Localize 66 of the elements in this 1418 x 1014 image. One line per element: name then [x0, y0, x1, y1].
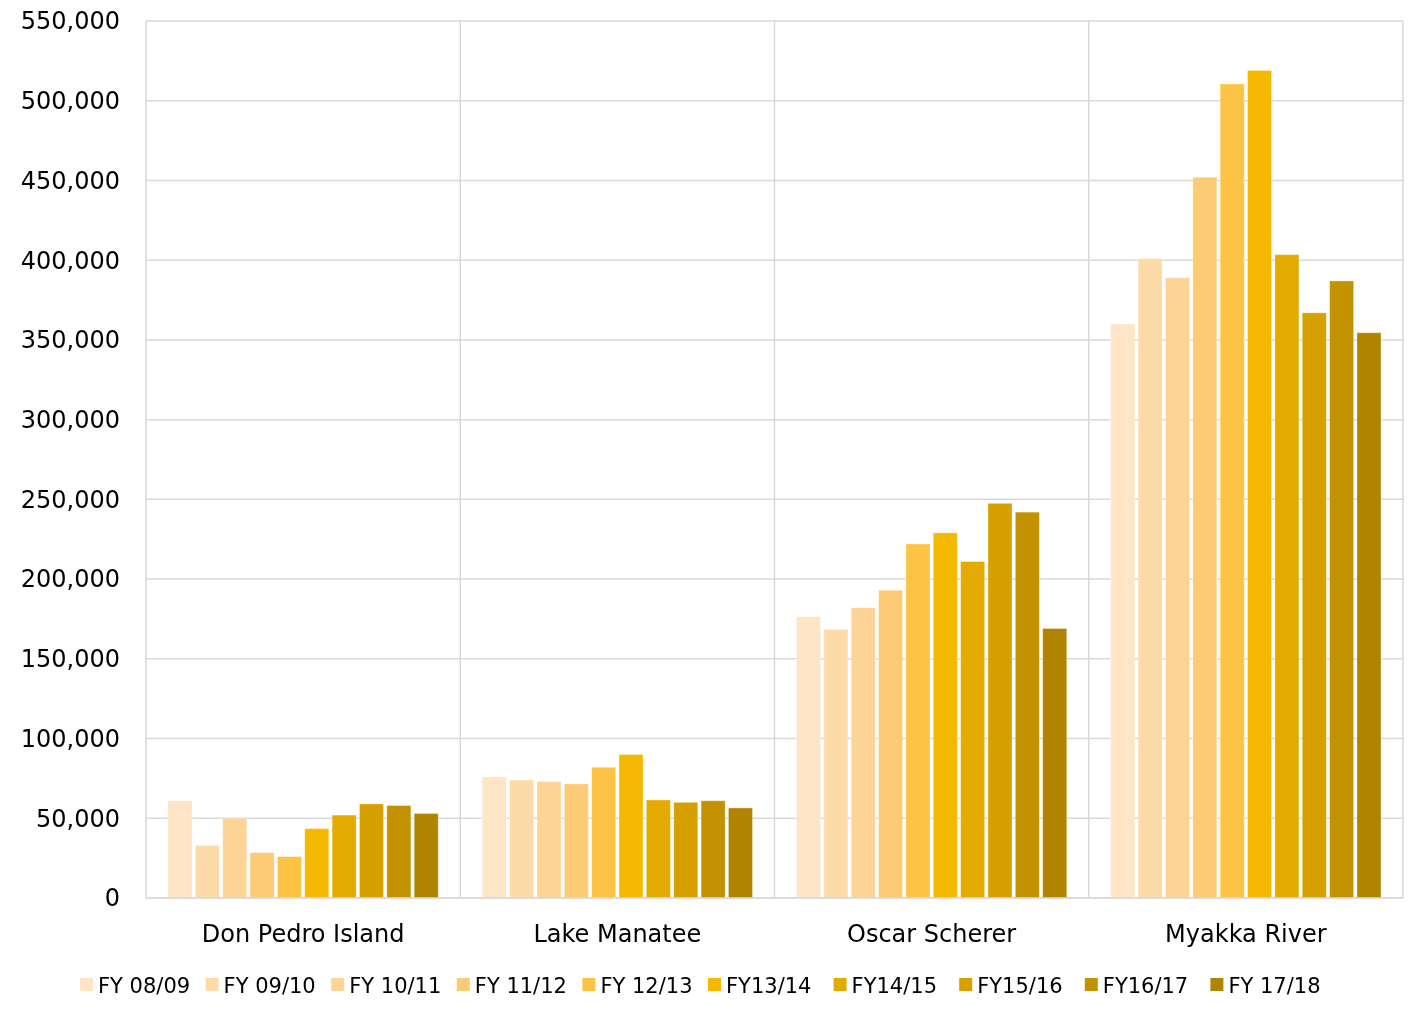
- legend-label: FY 12/13: [600, 974, 693, 999]
- bar: [673, 801, 699, 899]
- y-tick-label: 450,000: [20, 166, 120, 195]
- bar: [1301, 312, 1327, 899]
- bar: [536, 781, 562, 899]
- bar: [960, 561, 986, 899]
- bar: [1329, 280, 1355, 899]
- bar: [1137, 258, 1163, 899]
- bar: [823, 628, 849, 899]
- bar: [700, 800, 726, 899]
- legend-label: FY13/14: [726, 974, 812, 999]
- bar: [194, 844, 220, 899]
- legend-label: FY 10/11: [349, 974, 442, 999]
- legend-label: FY15/16: [977, 974, 1063, 999]
- legend-label: FY 11/12: [474, 974, 567, 999]
- bar: [481, 776, 507, 899]
- bar: [509, 779, 535, 899]
- bar: [850, 607, 876, 899]
- y-tick-label: 250,000: [20, 485, 120, 514]
- bar: [1110, 323, 1136, 899]
- y-tick-label: 300,000: [20, 406, 120, 435]
- bar: [1219, 83, 1245, 899]
- bar: [358, 803, 385, 899]
- bar: [905, 543, 931, 899]
- legend-label: FY 17/18: [1228, 974, 1321, 999]
- y-tick-label: 150,000: [20, 645, 120, 674]
- x-tick-label: Don Pedro Island: [201, 920, 405, 948]
- y-tick-label: 400,000: [20, 246, 120, 275]
- bar: [1164, 277, 1191, 899]
- x-tick-label: Oscar Scherer: [847, 920, 1017, 948]
- x-tick-label: Myakka River: [1165, 920, 1327, 948]
- bar: [878, 589, 904, 899]
- bar: [591, 766, 617, 899]
- y-tick-label: 100,000: [20, 724, 120, 753]
- y-tick-label: 50,000: [36, 804, 120, 833]
- bar: [222, 817, 248, 899]
- bar: [1014, 511, 1040, 899]
- bar: [563, 783, 589, 899]
- y-tick-label: 200,000: [20, 565, 120, 594]
- bar: [249, 852, 275, 899]
- bar: [276, 856, 302, 899]
- bar: [932, 532, 958, 899]
- bar: [1274, 254, 1300, 899]
- legend-label: FY14/15: [851, 974, 938, 999]
- bar: [304, 828, 330, 899]
- bar: [727, 807, 753, 899]
- y-tick-label: 550,000: [20, 7, 120, 36]
- bar: [796, 616, 822, 899]
- bar: [167, 800, 193, 899]
- legend-label: FY 09/10: [223, 974, 316, 999]
- bar: [1192, 176, 1218, 899]
- legend-label: FY16/17: [1102, 974, 1189, 999]
- bar: [987, 502, 1013, 899]
- bar: [618, 753, 644, 899]
- bar: [1042, 628, 1068, 899]
- y-tick-label: 0: [104, 884, 120, 913]
- bar: [1247, 69, 1273, 899]
- legend-label: FY 08/09: [98, 974, 191, 999]
- bar: [386, 805, 412, 899]
- x-tick-label: Lake Manatee: [533, 920, 702, 948]
- bar: [331, 814, 357, 899]
- y-tick-label: 500,000: [20, 87, 120, 116]
- bar: [1356, 332, 1382, 899]
- bar: [645, 799, 671, 899]
- y-tick-label: 350,000: [20, 326, 120, 355]
- bar: [413, 812, 439, 899]
